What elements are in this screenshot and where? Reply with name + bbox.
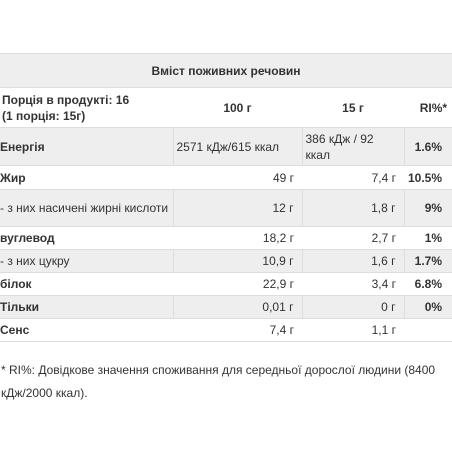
row-value-ri: 10.5% (404, 165, 452, 190)
row-value-100g: 22,9 г (173, 272, 302, 296)
table-row: білок 22,9 г 3,4 г 6.8% (0, 272, 452, 296)
row-value-15g: 1,8 г (301, 189, 404, 227)
table-title-row: Вміст поживних речовин (0, 53, 452, 88)
row-value-15g: 7,4 г (302, 165, 404, 190)
row-label: Жир (0, 165, 173, 190)
row-value-ri: 1% (404, 226, 452, 250)
table-header-row: Порція в продукті: 16 (1 порція: 15г) 10… (0, 87, 452, 128)
row-value-15g: 1,6 г (301, 249, 404, 273)
portions-line-1: Порція в продукті: 16 (2, 92, 130, 107)
table-row: Сенс 7,4 г 1,1 г (0, 318, 452, 342)
row-label: - з них цукру (0, 249, 173, 273)
row-value-100g: 18,2 г (173, 226, 302, 250)
row-label: білок (0, 272, 173, 296)
row-value-ri: 1.7% (403, 249, 452, 273)
column-header-100g: 100 г (173, 87, 302, 128)
row-value-ri: 6.8% (404, 272, 452, 296)
column-header-15g: 15 г (302, 87, 404, 128)
row-value-15g: 1,1 г (302, 318, 404, 342)
row-value-ri (404, 318, 452, 342)
table-row: вуглевод 18,2 г 2,7 г 1% (0, 226, 452, 250)
nutrition-table: Вміст поживних речовин Порція в продукті… (0, 53, 452, 342)
row-label: вуглевод (0, 226, 173, 250)
row-value-ri: 0% (403, 295, 452, 319)
row-value-15g: 2,7 г (302, 226, 404, 250)
table-row: Енергія 2571 кДж/615 ккал 386 кДж / 92 к… (0, 127, 452, 166)
row-value-ri: 1.6% (403, 127, 452, 166)
row-value-ri: 9% (403, 189, 452, 227)
portions-line-2: (1 порція: 15г) (2, 108, 86, 123)
row-value-100g: 10,9 г (172, 249, 302, 273)
row-label: Енергія (0, 127, 173, 166)
table-row: - з них насичені жирні кислоти 12 г 1,8 … (0, 189, 452, 227)
row-label: - з них насичені жирні кислоти (0, 189, 173, 227)
nutrition-table-wrapper: Вміст поживних речовин Порція в продукті… (0, 53, 452, 342)
column-header-ri: RI%* (404, 87, 452, 128)
row-value-100g: 49 г (173, 165, 302, 190)
portions-header: Порція в продукті: 16 (1 порція: 15г) (0, 87, 173, 128)
row-value-100g: 7,4 г (173, 318, 302, 342)
table-row: Тільки 0,01 г 0 г 0% (0, 295, 452, 319)
row-value-100g: 12 г (172, 189, 302, 227)
row-label: Сенс (0, 318, 173, 342)
table-row: Жир 49 г 7,4 г 10.5% (0, 165, 452, 190)
row-value-15g: 3,4 г (302, 272, 404, 296)
table-row: - з них цукру 10,9 г 1,6 г 1.7% (0, 249, 452, 273)
row-value-100g: 2571 кДж/615 ккал (172, 127, 302, 166)
row-value-15g: 386 кДж / 92 ккал (301, 127, 404, 166)
row-label: Тільки (0, 295, 173, 319)
table-title: Вміст поживних речовин (0, 53, 452, 88)
row-value-15g: 0 г (301, 295, 404, 319)
row-value-100g: 0,01 г (172, 295, 302, 319)
ri-footnote: * RI%: Довідкове значення споживання для… (1, 363, 436, 400)
